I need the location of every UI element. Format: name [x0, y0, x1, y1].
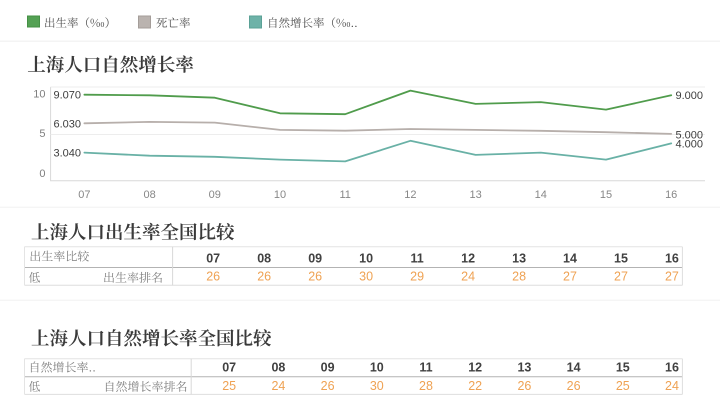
- svg-text:26: 26: [321, 379, 335, 393]
- svg-text:09: 09: [209, 189, 221, 201]
- svg-text:25: 25: [616, 379, 630, 393]
- svg-text:07: 07: [78, 189, 90, 201]
- svg-text:5: 5: [39, 128, 45, 140]
- svg-text:14: 14: [563, 252, 577, 266]
- svg-text:13: 13: [517, 361, 531, 375]
- svg-text:24: 24: [461, 269, 475, 283]
- svg-text:16: 16: [665, 252, 679, 266]
- svg-text:09: 09: [321, 361, 335, 375]
- svg-text:07: 07: [222, 361, 236, 375]
- svg-text:5.000: 5.000: [676, 129, 704, 141]
- svg-text:0: 0: [39, 168, 45, 180]
- svg-text:10: 10: [370, 361, 384, 375]
- svg-text:10: 10: [359, 252, 373, 266]
- svg-text:11: 11: [419, 361, 432, 375]
- svg-text:30: 30: [370, 379, 384, 393]
- svg-text:10: 10: [33, 88, 45, 100]
- svg-text:30: 30: [359, 269, 373, 283]
- svg-text:08: 08: [257, 252, 271, 266]
- svg-text:12: 12: [461, 252, 475, 266]
- svg-text:24: 24: [665, 379, 679, 393]
- svg-text:9.000: 9.000: [676, 90, 704, 102]
- svg-text:3.040: 3.040: [54, 148, 82, 160]
- svg-text:28: 28: [512, 269, 526, 283]
- svg-text:9.070: 9.070: [54, 89, 82, 101]
- svg-text:24: 24: [271, 379, 285, 393]
- svg-text:08: 08: [143, 189, 155, 201]
- svg-text:26: 26: [206, 269, 220, 283]
- svg-text:25: 25: [222, 379, 236, 393]
- svg-text:15: 15: [616, 361, 630, 375]
- svg-text:26: 26: [567, 379, 581, 393]
- svg-text:13: 13: [512, 252, 526, 266]
- svg-text:26: 26: [517, 379, 531, 393]
- svg-text:14: 14: [567, 361, 581, 375]
- svg-text:12: 12: [468, 361, 482, 375]
- svg-text:4.000: 4.000: [676, 139, 704, 151]
- svg-text:16: 16: [665, 189, 677, 201]
- svg-text:07: 07: [206, 252, 220, 266]
- svg-text:16: 16: [665, 361, 679, 375]
- svg-text:15: 15: [614, 252, 628, 266]
- svg-text:09: 09: [308, 252, 322, 266]
- svg-text:11: 11: [339, 189, 350, 201]
- svg-text:29: 29: [410, 269, 424, 283]
- svg-text:12: 12: [404, 189, 416, 201]
- svg-text:28: 28: [419, 379, 433, 393]
- svg-text:22: 22: [468, 379, 482, 393]
- svg-text:27: 27: [614, 269, 628, 283]
- svg-text:27: 27: [563, 269, 577, 283]
- svg-text:27: 27: [665, 269, 679, 283]
- svg-text:26: 26: [308, 269, 322, 283]
- svg-text:10: 10: [274, 189, 286, 201]
- svg-text:11: 11: [410, 252, 423, 266]
- svg-text:13: 13: [469, 189, 481, 201]
- svg-text:08: 08: [271, 361, 285, 375]
- svg-text:26: 26: [257, 269, 271, 283]
- svg-text:6.030: 6.030: [54, 118, 82, 130]
- svg-text:14: 14: [535, 189, 547, 201]
- svg-text:15: 15: [600, 189, 612, 201]
